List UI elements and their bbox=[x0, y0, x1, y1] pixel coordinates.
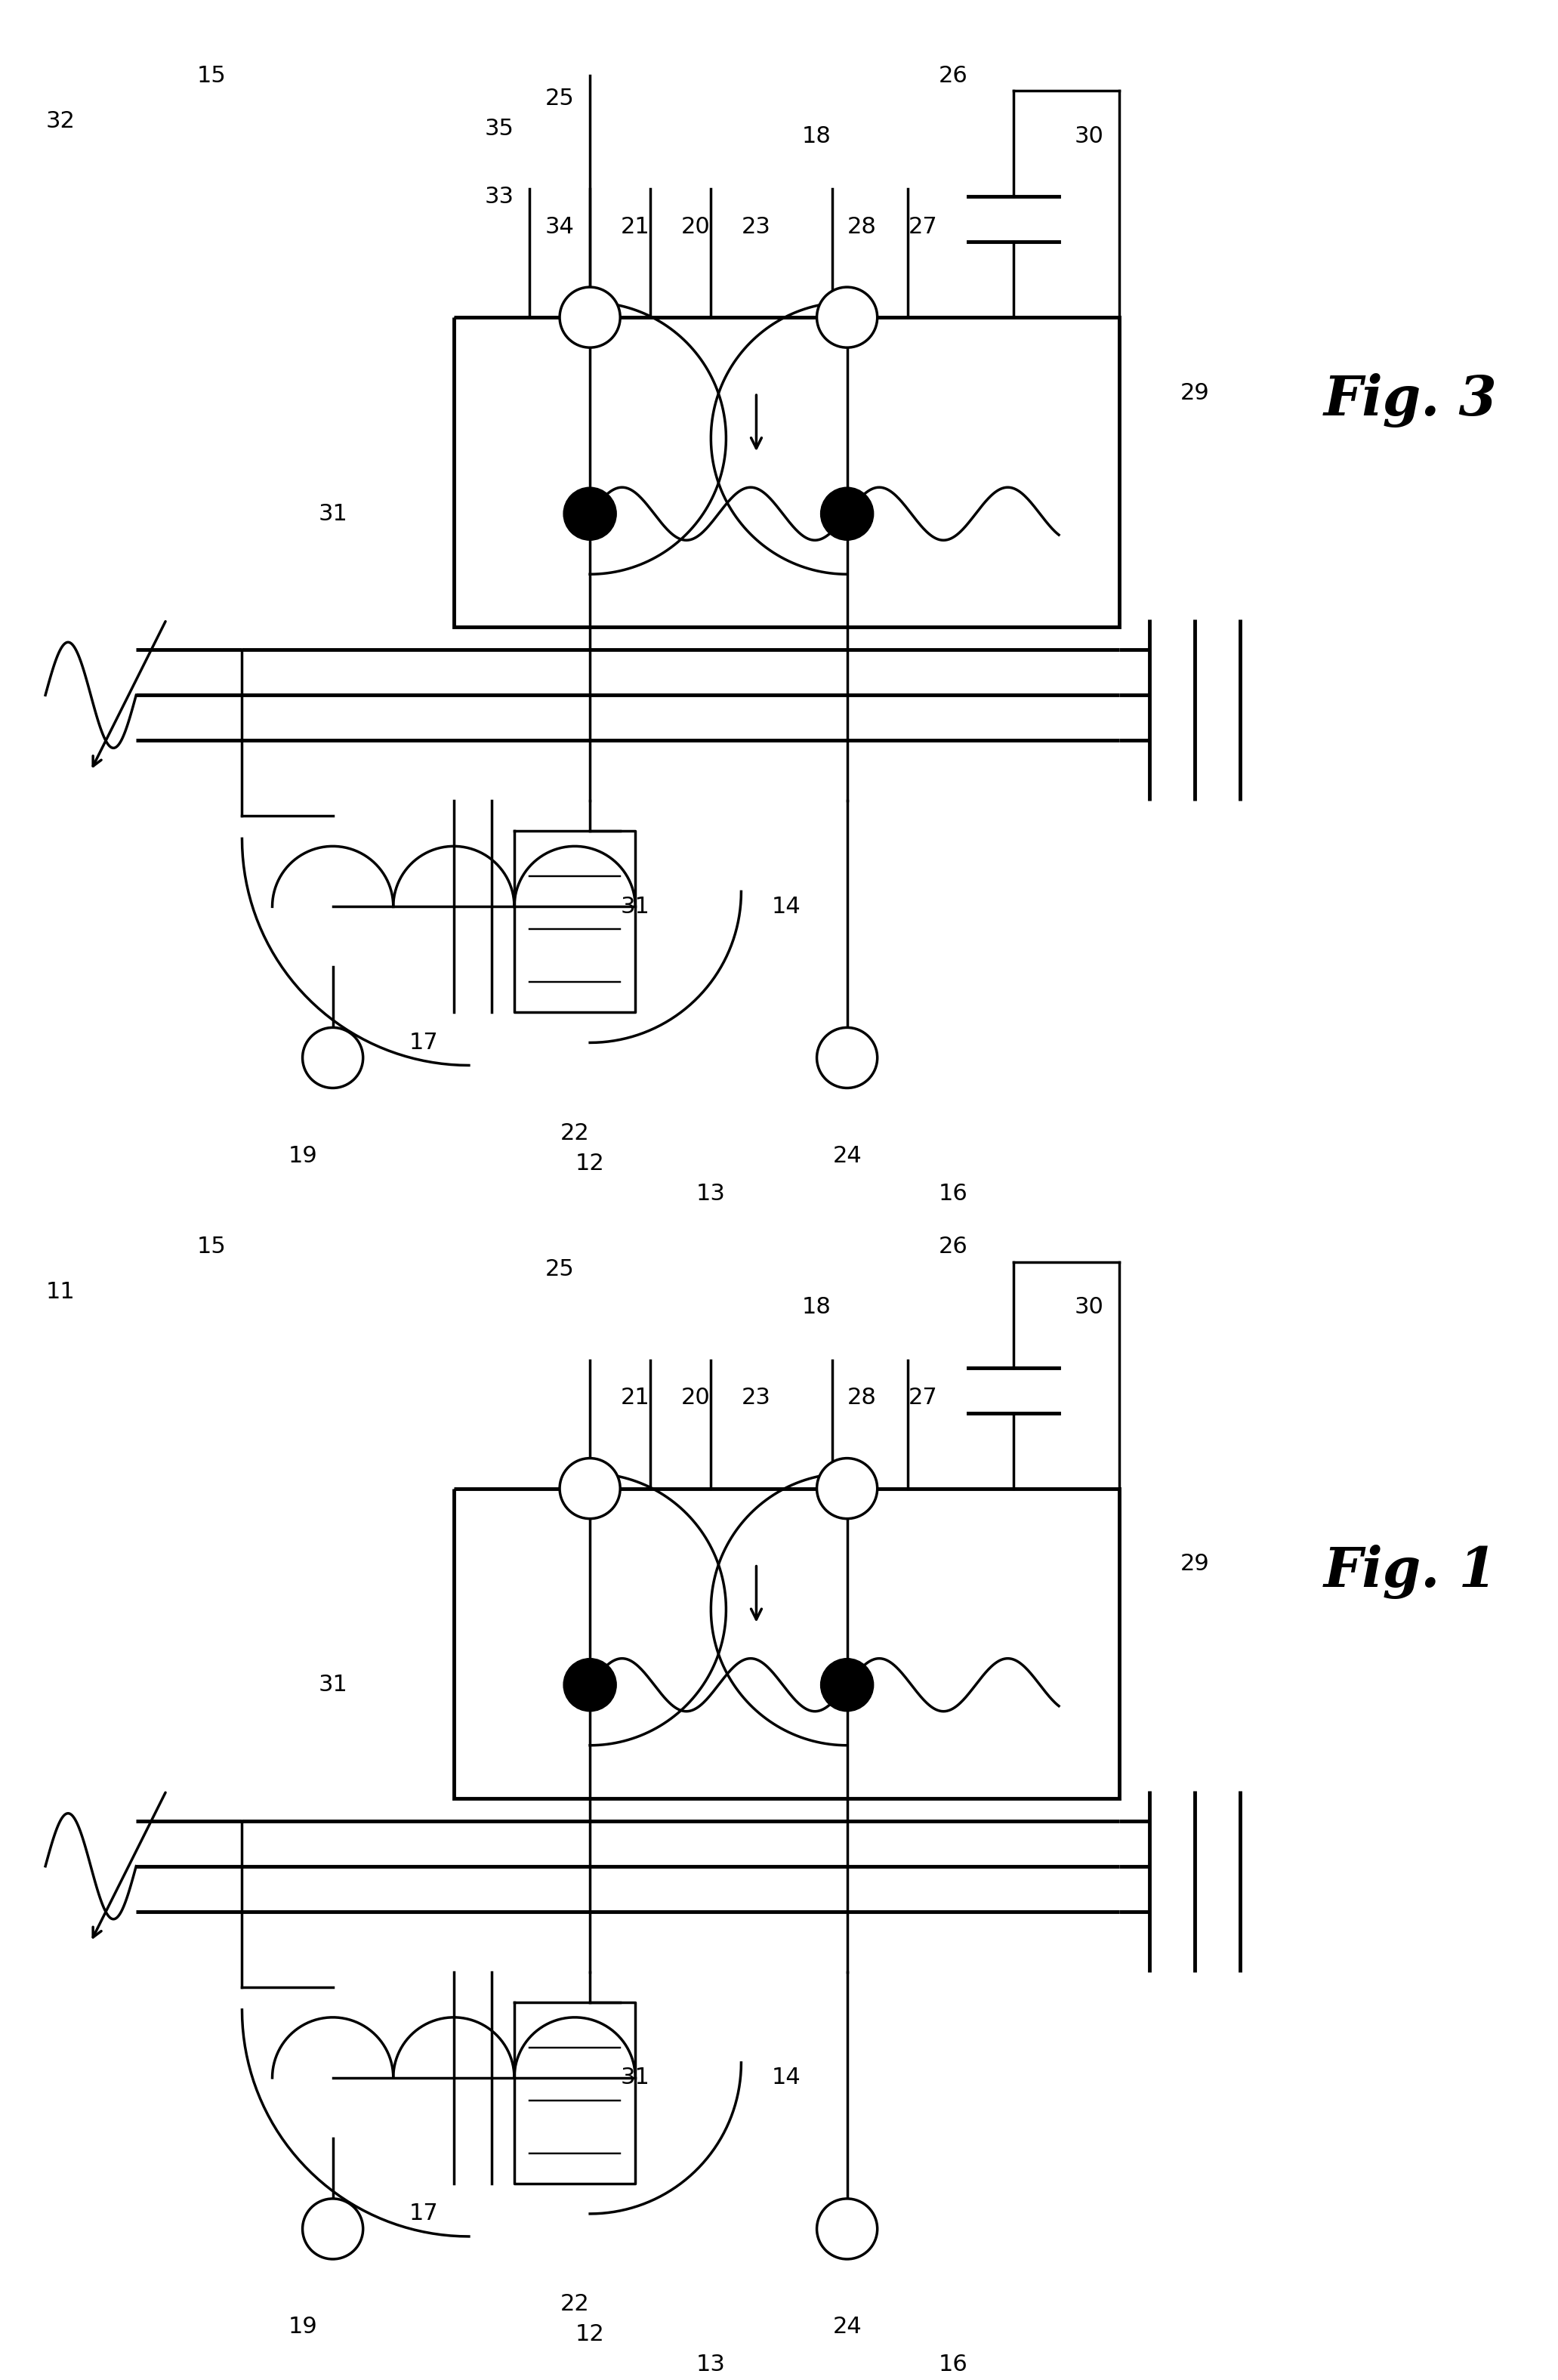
Text: 21: 21 bbox=[620, 1388, 650, 1409]
Text: 16: 16 bbox=[938, 2354, 968, 2375]
Circle shape bbox=[302, 1028, 363, 1088]
Text: 13: 13 bbox=[696, 2354, 726, 2375]
Text: 27: 27 bbox=[908, 217, 938, 238]
Text: 28: 28 bbox=[848, 1388, 877, 1409]
Text: 11: 11 bbox=[45, 1280, 75, 1302]
Text: 35: 35 bbox=[485, 117, 514, 140]
Text: 20: 20 bbox=[681, 217, 710, 238]
Circle shape bbox=[816, 1459, 877, 1518]
Text: 14: 14 bbox=[771, 2066, 801, 2090]
Text: 12: 12 bbox=[575, 2323, 605, 2347]
Circle shape bbox=[821, 1659, 874, 1711]
Text: 23: 23 bbox=[742, 1388, 771, 1409]
Text: 24: 24 bbox=[832, 2316, 862, 2337]
Circle shape bbox=[816, 1028, 877, 1088]
Text: 31: 31 bbox=[318, 1673, 347, 1697]
Text: 14: 14 bbox=[771, 895, 801, 919]
Text: 17: 17 bbox=[408, 2204, 438, 2225]
Text: 26: 26 bbox=[938, 1235, 968, 1257]
Text: 21: 21 bbox=[620, 217, 650, 238]
Text: 27: 27 bbox=[908, 1388, 938, 1409]
Text: 30: 30 bbox=[1075, 1297, 1103, 1319]
Circle shape bbox=[564, 488, 617, 540]
Text: 33: 33 bbox=[485, 186, 514, 207]
Circle shape bbox=[559, 1459, 620, 1518]
Text: Fig. 1: Fig. 1 bbox=[1324, 1545, 1497, 1599]
Text: 26: 26 bbox=[938, 64, 968, 86]
Text: 31: 31 bbox=[620, 895, 650, 919]
Text: 32: 32 bbox=[45, 109, 75, 131]
Text: 19: 19 bbox=[288, 2316, 318, 2337]
Text: 28: 28 bbox=[848, 217, 877, 238]
Text: 20: 20 bbox=[681, 1388, 710, 1409]
Text: 19: 19 bbox=[288, 1145, 318, 1166]
Text: 24: 24 bbox=[832, 1145, 862, 1166]
Text: 15: 15 bbox=[198, 64, 226, 86]
Circle shape bbox=[821, 488, 874, 540]
Text: 23: 23 bbox=[742, 217, 771, 238]
Text: 34: 34 bbox=[545, 217, 575, 238]
Text: 18: 18 bbox=[802, 1297, 832, 1319]
Text: 29: 29 bbox=[1181, 381, 1209, 405]
Text: 31: 31 bbox=[318, 502, 347, 524]
Text: 17: 17 bbox=[408, 1031, 438, 1054]
Text: 12: 12 bbox=[575, 1152, 605, 1173]
Text: 25: 25 bbox=[545, 88, 575, 109]
Text: 22: 22 bbox=[561, 2294, 589, 2316]
Text: 15: 15 bbox=[198, 1235, 226, 1257]
Circle shape bbox=[816, 2199, 877, 2259]
Circle shape bbox=[559, 288, 620, 347]
Text: 25: 25 bbox=[545, 1259, 575, 1280]
Text: 13: 13 bbox=[696, 1183, 726, 1204]
Text: 22: 22 bbox=[561, 1123, 589, 1145]
Text: 30: 30 bbox=[1075, 126, 1103, 148]
Circle shape bbox=[302, 2199, 363, 2259]
Circle shape bbox=[816, 288, 877, 347]
Text: 29: 29 bbox=[1181, 1554, 1209, 1576]
Text: 16: 16 bbox=[938, 1183, 968, 1204]
Text: 31: 31 bbox=[620, 2066, 650, 2090]
Circle shape bbox=[564, 1659, 617, 1711]
Text: 18: 18 bbox=[802, 126, 832, 148]
Text: Fig. 3: Fig. 3 bbox=[1324, 374, 1497, 428]
